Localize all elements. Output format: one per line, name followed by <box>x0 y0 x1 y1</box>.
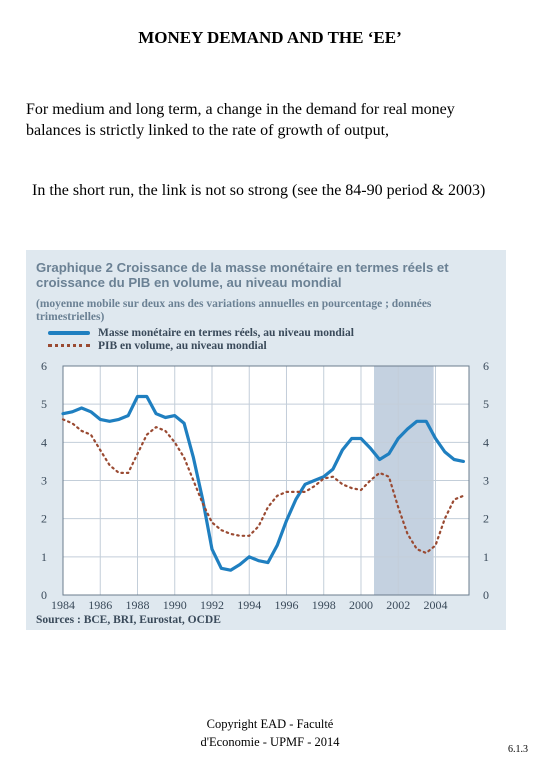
paragraph-long-term: For medium and long term, a change in th… <box>26 101 455 139</box>
legend-item-gdp: PIB en volume, au niveau mondial <box>48 339 354 352</box>
x-tick-label: 1996 <box>274 598 298 610</box>
footer-line-1: Copyright EAD - Faculté <box>206 717 334 731</box>
x-tick-label: 1988 <box>125 598 149 610</box>
y-tick-label-left: 2 <box>41 512 47 526</box>
x-tick-label: 2000 <box>349 598 373 610</box>
x-tick-label: 1994 <box>237 598 261 610</box>
chart-subtitle: (moyenne mobile sur deux ans des variati… <box>36 298 432 323</box>
x-tick-label: 1990 <box>163 598 187 610</box>
y-tick-label-left: 6 <box>41 359 47 373</box>
legend-label-money: Masse monétaire en termes réels, au nive… <box>98 326 354 339</box>
y-tick-label-left: 1 <box>41 550 47 564</box>
page-number: 6.1.3 <box>508 744 528 755</box>
series-line-gdp <box>61 418 465 555</box>
y-tick-label-right: 5 <box>483 397 489 411</box>
y-tick-label-right: 6 <box>483 359 489 373</box>
y-tick-label-left: 5 <box>41 397 47 411</box>
line-chart: 0 0 1 1 2 2 3 3 4 4 5 5 6 6 1984 1986 1988 1990 1992 1994 19… <box>41 359 489 610</box>
y-tick-label-right: 1 <box>483 550 489 564</box>
series-line-money-supply <box>61 394 465 572</box>
x-tick-label: 1986 <box>88 598 112 610</box>
chart-source: Sources : BCE, BRI, Eurostat, OCDE <box>36 614 221 626</box>
x-tick-label: 1984 <box>51 598 75 610</box>
chart-title: Graphique 2 Croissance de la masse monét… <box>36 260 449 290</box>
y-tick-label-left: 0 <box>41 588 47 602</box>
x-tick-label: 2002 <box>386 598 410 610</box>
y-tick-label-left: 3 <box>41 474 47 488</box>
legend-swatch-dotted <box>48 344 90 347</box>
x-tick-label: 2004 <box>423 598 447 610</box>
chart-legend: Masse monétaire en termes réels, au nive… <box>48 326 354 352</box>
y-tick-label-right: 2 <box>483 512 489 526</box>
legend-item-money: Masse monétaire en termes réels, au nive… <box>48 326 354 339</box>
legend-label-gdp: PIB en volume, au niveau mondial <box>98 339 267 352</box>
plot-frame <box>62 365 470 596</box>
x-tick-label: 1998 <box>312 598 336 610</box>
y-tick-label-right: 3 <box>483 474 489 488</box>
copyright-footer: Copyright EAD - Faculté d'Economie - UPM… <box>150 715 390 751</box>
legend-swatch-solid <box>48 330 90 335</box>
paragraph-short-run: In the short run, the link is not so str… <box>32 182 486 199</box>
slide-title: MONEY DEMAND AND THE ‘EE’ <box>138 28 402 47</box>
footer-line-2: d'Economie - UPMF - 2014 <box>200 735 340 749</box>
y-tick-label-left: 4 <box>41 435 47 449</box>
y-tick-label-right: 0 <box>483 588 489 602</box>
chart-figure: Graphique 2 Croissance de la masse monét… <box>26 250 506 630</box>
x-tick-label: 1992 <box>200 598 224 610</box>
y-tick-label-right: 4 <box>483 435 489 449</box>
